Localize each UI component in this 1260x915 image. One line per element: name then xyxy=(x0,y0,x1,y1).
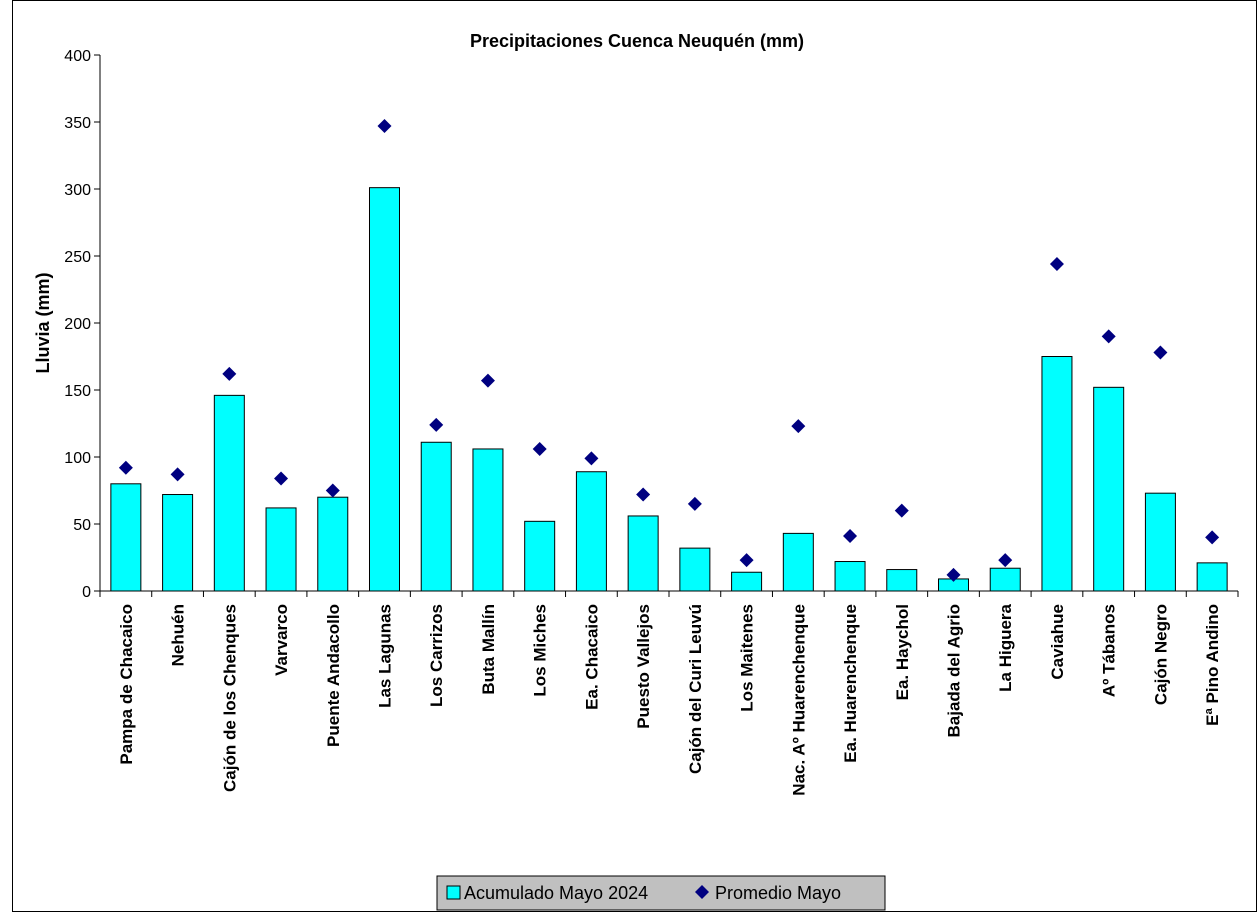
point xyxy=(1205,530,1220,545)
point xyxy=(429,417,444,432)
x-tick-label: Los Miches xyxy=(531,604,550,697)
bar xyxy=(679,547,711,592)
x-tick-label: Varvarco xyxy=(272,604,291,676)
point xyxy=(739,553,754,568)
point xyxy=(584,451,599,466)
bar xyxy=(265,507,297,592)
plot-area: 0 50 100 150 200 250 300 350 400 Pampa de Chacaic… xyxy=(64,48,1239,796)
point xyxy=(170,467,185,482)
legend-label-promedio: Promedio Mayo xyxy=(715,883,841,903)
point xyxy=(1049,257,1064,272)
y-tick-label: 400 xyxy=(64,48,91,65)
bar xyxy=(1196,562,1228,592)
bar xyxy=(317,496,349,592)
bar xyxy=(782,532,814,592)
point xyxy=(480,373,495,388)
x-tick-label: Pampa de Chacaico xyxy=(117,604,136,765)
x-tick-label: Ea. Haychol xyxy=(893,604,912,700)
x-tick-label: Nac. Aº Huarenchenque xyxy=(789,604,808,796)
point xyxy=(1153,345,1168,360)
x-tick-label: Puente Andacollo xyxy=(324,604,343,747)
x-tick-label: Los Carrizos xyxy=(427,604,446,707)
point xyxy=(791,419,806,434)
point xyxy=(843,529,858,544)
point xyxy=(636,487,651,502)
y-tick-label: 50 xyxy=(73,517,91,534)
bar xyxy=(162,494,194,592)
x-tick-label: La Higuera xyxy=(996,603,1015,691)
x-tick-label: Cajón Negro xyxy=(1151,604,1170,705)
bar xyxy=(368,187,401,592)
point xyxy=(946,567,961,582)
y-tick-label: 200 xyxy=(64,316,91,333)
bar xyxy=(110,483,142,592)
bar xyxy=(575,471,607,592)
x-tick-label: Puesto Vallejos xyxy=(634,604,653,729)
x-tick-label: Las Lagunas xyxy=(376,604,395,708)
bar xyxy=(731,571,763,592)
x-tick-label: Los Maitenes xyxy=(738,604,757,712)
legend-marker-promedio xyxy=(695,885,709,899)
legend-label-acumulado: Acumulado Mayo 2024 xyxy=(464,883,648,903)
x-tick-label: Nehuén xyxy=(169,604,188,666)
point xyxy=(1101,329,1116,344)
legend-box xyxy=(436,875,886,911)
point xyxy=(274,471,289,486)
point xyxy=(532,441,547,456)
y-tick-label: 150 xyxy=(64,383,91,400)
bar xyxy=(472,448,504,592)
bar xyxy=(420,441,452,592)
x-tick-label: Cajón del Curi Leuvú xyxy=(686,604,705,774)
x-tick-label: Bajada del Agrio xyxy=(945,604,964,738)
bar xyxy=(1041,356,1073,592)
point xyxy=(325,483,340,498)
bar xyxy=(1093,386,1125,592)
legend-swatch-acumulado xyxy=(446,885,461,900)
bar xyxy=(524,520,556,592)
point xyxy=(894,503,909,518)
point xyxy=(687,496,702,511)
y-tick-label: 0 xyxy=(82,584,91,601)
y-axis-label: Lluvia (mm) xyxy=(33,272,53,373)
x-tick-label: Ea. Huarenchenque xyxy=(841,604,860,763)
bar xyxy=(627,515,659,592)
y-tick-label: 300 xyxy=(64,182,91,199)
point xyxy=(118,460,133,475)
bar xyxy=(1144,492,1176,592)
bar xyxy=(213,394,245,592)
x-tick-label: Ea. Chacaico xyxy=(582,604,601,710)
bar xyxy=(989,567,1021,592)
legend: Acumulado Mayo 2024 Promedio Mayo xyxy=(436,875,886,911)
chart-title: Precipitaciones Cuenca Neuquén (mm) xyxy=(470,31,804,51)
y-tick-label: 100 xyxy=(64,450,91,467)
y-tick-label: 250 xyxy=(64,249,91,266)
point xyxy=(377,119,392,134)
x-tick-label: Caviahue xyxy=(1048,604,1067,680)
x-tick-label: Buta Mallín xyxy=(479,604,498,695)
point xyxy=(222,366,237,381)
x-tick-label: Eª Pino Andino xyxy=(1203,604,1222,726)
point xyxy=(998,553,1013,568)
bar xyxy=(834,561,866,592)
x-tick-label: Cajón de los Chenques xyxy=(220,604,239,792)
bar xyxy=(886,569,918,592)
x-tick-label: Aº Tábanos xyxy=(1100,604,1119,697)
y-tick-label: 350 xyxy=(64,115,91,132)
